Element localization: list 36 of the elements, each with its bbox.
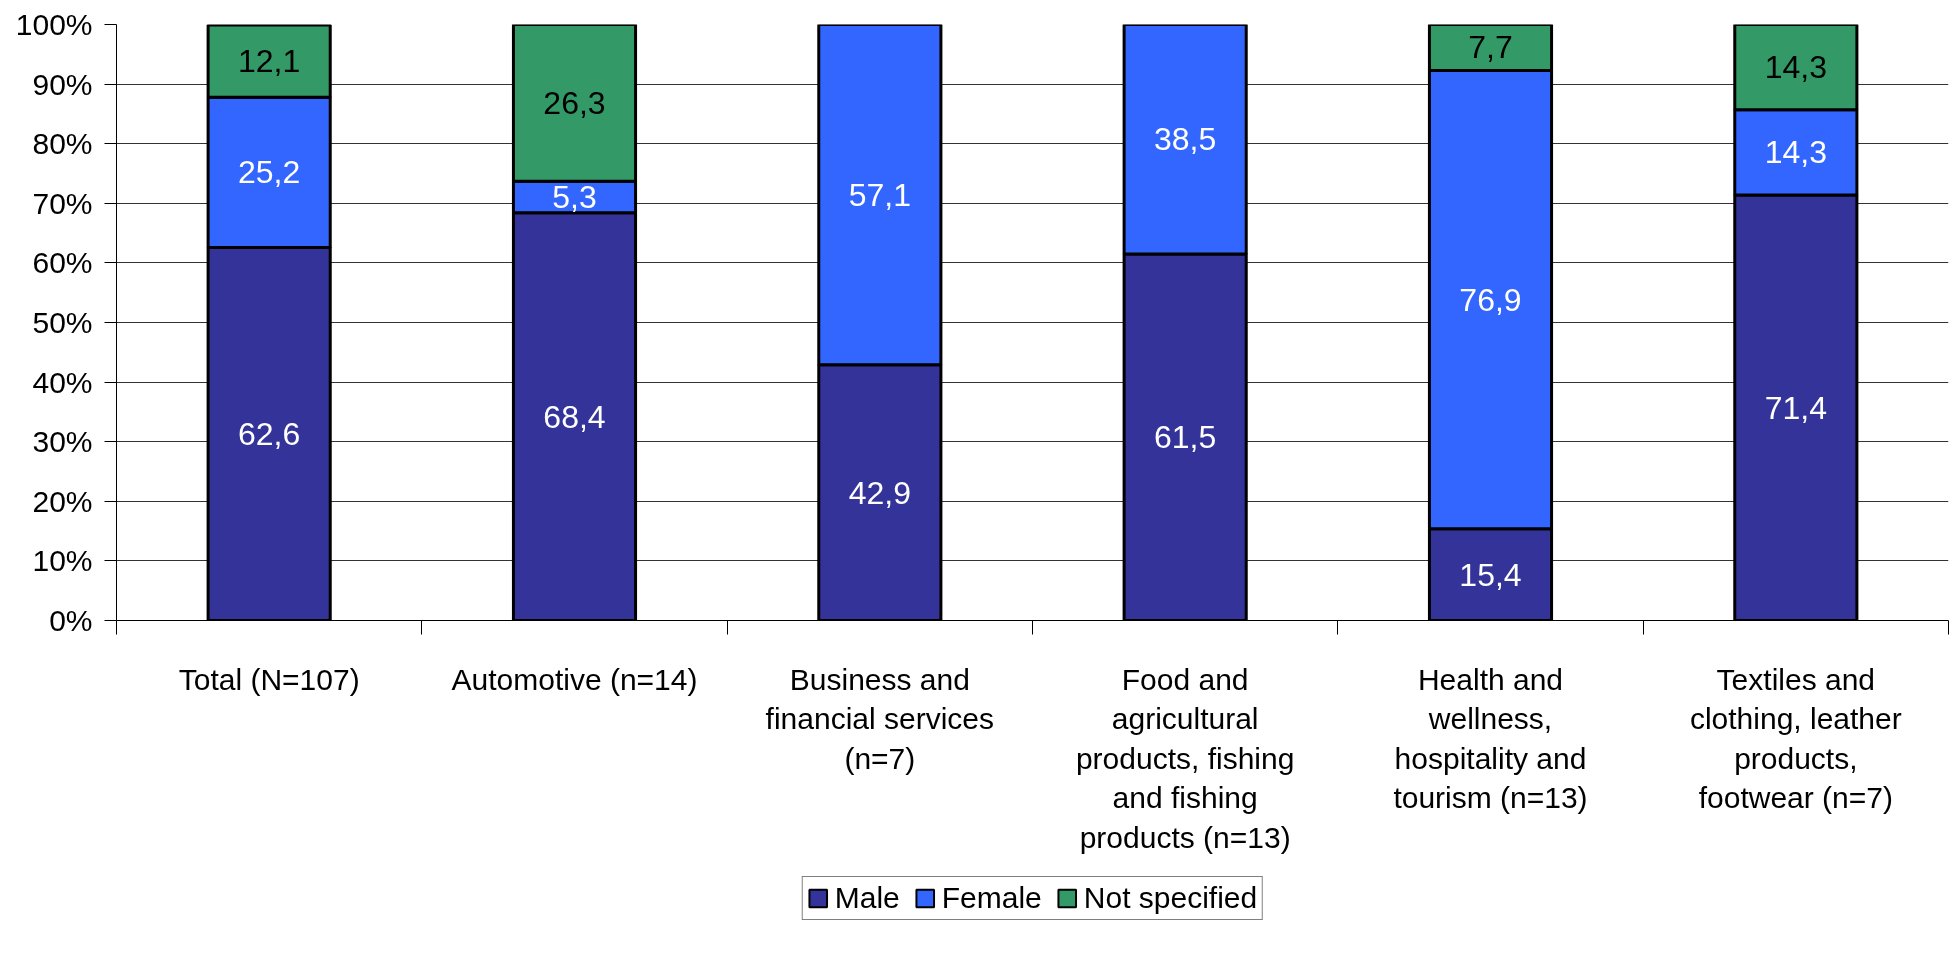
data-label: 42,9 <box>848 474 911 511</box>
y-tick-label: 0% <box>49 604 93 637</box>
data-label: 7,7 <box>1468 29 1513 66</box>
legend-label: Male <box>834 881 900 915</box>
data-label: 57,1 <box>848 176 911 213</box>
x-tick-label: Food and agricultural products, fishing and fishing products (n=13) <box>1075 662 1295 854</box>
y-tick-label: 60% <box>32 246 93 280</box>
data-label: 26,3 <box>543 84 606 121</box>
data-label: 14,3 <box>1764 49 1827 86</box>
legend-label: Not specified <box>1083 881 1258 915</box>
data-label: 61,5 <box>1154 419 1217 456</box>
x-tick-label: Textiles and clothing, leather products, footwear (n=7) <box>1689 662 1902 815</box>
y-tick-label: 50% <box>32 306 93 339</box>
y-tick-label: 70% <box>32 186 93 220</box>
y-tick-label: 100% <box>15 8 93 41</box>
data-label: 76,9 <box>1459 281 1522 318</box>
y-tick-label: 90% <box>32 67 93 101</box>
data-label: 38,5 <box>1154 121 1217 158</box>
data-label: 25,2 <box>238 154 301 191</box>
x-tick-label: Automotive (n=14) <box>451 662 698 696</box>
y-tick-label: 20% <box>32 484 93 518</box>
x-tick-label: Business and financial services (n=7) <box>765 662 995 775</box>
data-label: 5,3 <box>552 179 597 216</box>
y-tick-label: 40% <box>32 365 93 399</box>
data-label: 71,4 <box>1764 389 1827 426</box>
y-tick-label: 10% <box>32 544 93 578</box>
data-label: 12,1 <box>238 43 301 80</box>
data-label: 14,3 <box>1764 134 1827 171</box>
x-tick-label: Health and wellness, hospitality and tourism (n=13) <box>1393 662 1588 815</box>
data-label: 15,4 <box>1459 556 1522 593</box>
y-tick-label: 80% <box>32 127 93 161</box>
data-label: 68,4 <box>543 398 606 435</box>
data-label: 62,6 <box>238 415 301 452</box>
y-tick-label: 30% <box>32 425 93 459</box>
x-tick-label: Total (N=107) <box>178 662 360 696</box>
legend-label: Female <box>941 881 1042 915</box>
